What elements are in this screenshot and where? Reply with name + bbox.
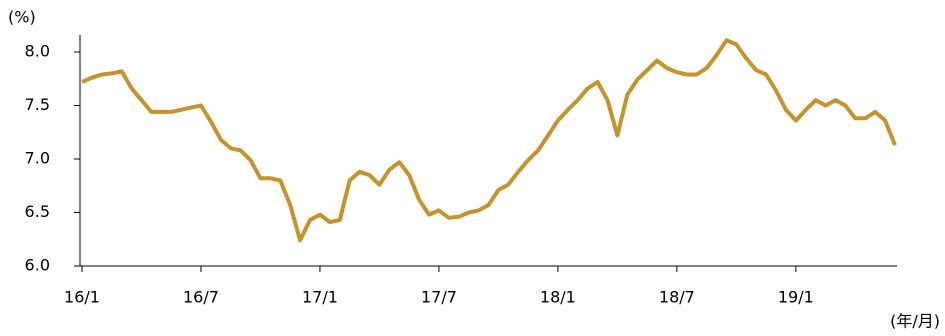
x-tick-label: 18/1 (540, 288, 576, 307)
y-tick-label: 6.0 (25, 256, 50, 275)
x-tick-label: 16/7 (183, 288, 219, 307)
data-line (81, 38, 897, 243)
x-tick-label: 19/1 (778, 288, 814, 307)
x-tick-label: 17/7 (421, 288, 457, 307)
y-tick-label: 6.5 (25, 202, 50, 221)
y-tick-label: 8.0 (25, 42, 50, 61)
x-tick-label: 17/1 (302, 288, 338, 307)
y-tick-label: 7.5 (25, 95, 50, 114)
x-axis-label: (年/月) (890, 312, 940, 331)
y-tick-label: 7.0 (25, 149, 50, 168)
y-axis-label: (%) (8, 8, 36, 27)
x-tick-label: 18/7 (659, 288, 695, 307)
x-tick-label: 16/1 (64, 288, 100, 307)
